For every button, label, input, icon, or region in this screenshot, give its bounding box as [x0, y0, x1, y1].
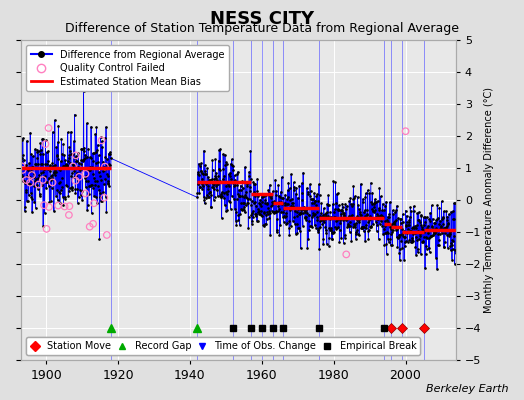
Point [69, 163, 77, 170]
Point [18, 167, 27, 173]
Point [42, 226, 51, 232]
Point [60, 203, 69, 210]
Point [65, 212, 73, 218]
Point [342, 251, 351, 258]
Point [401, 128, 410, 134]
Point [22, 177, 30, 183]
Point [103, 232, 111, 238]
Point [100, 194, 108, 201]
Text: Difference of Station Temperature Data from Regional Average: Difference of Station Temperature Data f… [65, 22, 459, 35]
Point [41, 141, 50, 147]
Point [90, 200, 98, 206]
Point [45, 204, 53, 210]
Point [97, 137, 106, 144]
Text: NESS CITY: NESS CITY [210, 10, 314, 28]
Point [75, 174, 83, 180]
Point [45, 125, 53, 131]
Point [81, 170, 90, 177]
Legend: Station Move, Record Gap, Time of Obs. Change, Empirical Break: Station Move, Record Gap, Time of Obs. C… [26, 337, 420, 355]
Point [28, 172, 36, 178]
Point [65, 203, 73, 209]
Point [81, 190, 90, 197]
Point [39, 177, 47, 183]
Point [85, 224, 94, 230]
Point [101, 164, 109, 170]
Point [72, 152, 80, 158]
Point [17, 163, 26, 170]
Y-axis label: Monthly Temperature Anomaly Difference (°C): Monthly Temperature Anomaly Difference (… [484, 87, 494, 313]
Point [54, 202, 62, 209]
Point [71, 178, 80, 184]
Point [35, 182, 43, 188]
Point [26, 180, 34, 186]
Point [89, 221, 97, 227]
Point [48, 179, 57, 186]
Point [40, 202, 48, 208]
Text: Berkeley Earth: Berkeley Earth [426, 384, 508, 394]
